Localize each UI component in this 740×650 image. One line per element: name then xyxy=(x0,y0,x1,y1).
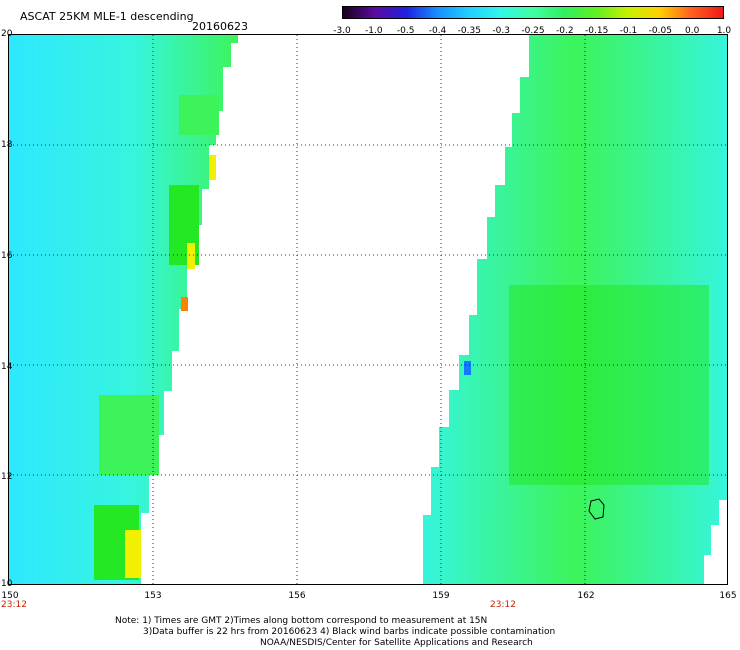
pass-time: 23:12 xyxy=(1,600,27,610)
colorbar-tick-label: -0.05 xyxy=(648,26,672,36)
lon-label: 159 xyxy=(432,591,450,601)
colorbar-tick-label: -0.3 xyxy=(492,26,510,36)
swath-east-blue xyxy=(464,361,471,375)
graticule xyxy=(9,35,727,584)
colorbar-tick-label: -1.0 xyxy=(365,26,383,36)
lon-label: 156 xyxy=(288,591,306,601)
swath-west-yellow xyxy=(209,155,216,180)
lat-label: 18 xyxy=(1,140,13,150)
map-panel xyxy=(8,34,728,585)
colorbar-tick-label: -0.5 xyxy=(396,26,415,36)
swath-east-green xyxy=(509,285,709,485)
swath-west xyxy=(9,35,238,584)
lat-label: 10 xyxy=(1,579,13,589)
colorbar-tick-label: -0.35 xyxy=(457,26,481,36)
note-line-2: 3)Data buffer is 22 hrs from 20160623 4)… xyxy=(143,627,556,637)
note-line-1: Note: 1) Times are GMT 2)Times along bot… xyxy=(115,616,488,626)
lat-label: 20 xyxy=(1,29,13,39)
colorbar-tick-label: 0.0 xyxy=(684,26,700,36)
colorbar-tick-label: -3.0 xyxy=(333,26,351,36)
swath-west-green xyxy=(179,95,219,135)
pass-time: 23:12 xyxy=(490,600,516,610)
colorbar xyxy=(342,6,724,19)
swath-west-orange xyxy=(181,297,188,311)
colorbar-tick-label: -0.1 xyxy=(619,26,638,36)
contamination-marker xyxy=(588,498,605,520)
colorbar-tick-label: 1.0 xyxy=(716,26,732,36)
lon-label: 153 xyxy=(144,591,162,601)
product-title: ASCAT 25KM MLE-1 descending xyxy=(20,10,194,23)
colorbar-tick-label: -0.2 xyxy=(556,26,574,36)
swath-west-yellow xyxy=(125,530,141,578)
lon-label: 162 xyxy=(577,591,595,601)
lon-label: 165 xyxy=(719,591,737,601)
product-date: 20160623 xyxy=(192,20,248,33)
colorbar-tick-label: -0.15 xyxy=(585,26,609,36)
swath-west-green xyxy=(99,395,159,475)
lat-label: 16 xyxy=(1,251,13,261)
swath-map xyxy=(9,35,727,584)
swath-west-yellow xyxy=(187,243,195,269)
lat-label: 12 xyxy=(1,472,13,482)
lat-label: 14 xyxy=(1,362,13,372)
lon-label: 150 xyxy=(1,591,19,601)
colorbar-tick-label: -0.25 xyxy=(521,26,545,36)
colorbar-tick-label: -0.4 xyxy=(428,26,447,36)
note-line-3: NOAA/NESDIS/Center for Satellite Applica… xyxy=(260,638,533,648)
